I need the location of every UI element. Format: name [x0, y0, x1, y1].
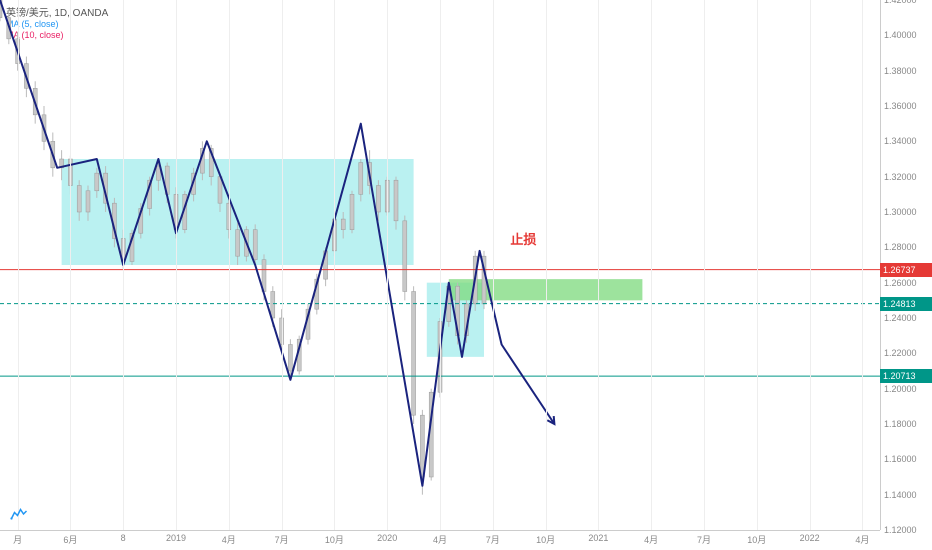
y-axis: 1.120001.140001.160001.180001.200001.220…: [880, 0, 932, 530]
y-tick-label: 1.12000: [880, 525, 932, 535]
x-gridline: [598, 0, 599, 530]
x-gridline: [70, 0, 71, 530]
x-gridline: [282, 0, 283, 530]
x-tick-label: 8: [121, 533, 126, 543]
price-tag: 1.26737: [880, 263, 932, 277]
tv-logo-icon: [10, 508, 28, 522]
y-tick-label: 1.34000: [880, 136, 932, 146]
y-tick-label: 1.38000: [880, 66, 932, 76]
x-tick-label: 10月: [747, 533, 766, 546]
x-tick-label: 10月: [536, 533, 555, 546]
x-tick-label: 6月: [63, 533, 77, 546]
x-gridline: [334, 0, 335, 530]
x-gridline: [123, 0, 124, 530]
x-gridline: [440, 0, 441, 530]
chart-container: 英镑/美元, 1D, OANDA MA (5, close) MA (10, c…: [0, 0, 932, 550]
price-tag: 1.24813: [880, 297, 932, 311]
y-tick-label: 1.26000: [880, 278, 932, 288]
y-tick-label: 1.36000: [880, 101, 932, 111]
y-tick-label: 1.16000: [880, 454, 932, 464]
x-tick-label: 4月: [222, 533, 236, 546]
x-gridline: [176, 0, 177, 530]
plot-area[interactable]: 止损: [0, 0, 880, 530]
x-gridline: [704, 0, 705, 530]
y-tick-label: 1.28000: [880, 242, 932, 252]
y-tick-label: 1.32000: [880, 172, 932, 182]
x-gridline: [229, 0, 230, 530]
y-tick-label: 1.18000: [880, 419, 932, 429]
x-tick-label: 10月: [325, 533, 344, 546]
x-gridline: [810, 0, 811, 530]
price-tag: 1.20713: [880, 369, 932, 383]
y-tick-label: 1.14000: [880, 490, 932, 500]
x-tick-label: 7月: [486, 533, 500, 546]
x-tick-label: 2020: [377, 533, 397, 543]
x-gridline: [18, 0, 19, 530]
x-tick-label: 2021: [588, 533, 608, 543]
y-tick-label: 1.20000: [880, 384, 932, 394]
x-tick-label: 2022: [800, 533, 820, 543]
y-tick-label: 1.40000: [880, 30, 932, 40]
y-tick-label: 1.42000: [880, 0, 932, 5]
x-gridline: [757, 0, 758, 530]
stop-loss-label: 止损: [510, 232, 536, 247]
x-tick-label: 4月: [644, 533, 658, 546]
x-tick-label: 2019: [166, 533, 186, 543]
x-tick-label: 月: [13, 533, 22, 546]
x-tick-label: 7月: [697, 533, 711, 546]
x-gridline: [546, 0, 547, 530]
x-tick-label: 4月: [433, 533, 447, 546]
y-tick-label: 1.22000: [880, 348, 932, 358]
x-tick-label: 7月: [275, 533, 289, 546]
x-gridline: [387, 0, 388, 530]
x-gridline: [651, 0, 652, 530]
x-axis: 月 6月 8 2019 4月 7月 10月 2020 4月 7月 10月 2021 4月 7月 10月 202…: [0, 530, 880, 550]
x-gridline: [493, 0, 494, 530]
x-gridline: [862, 0, 863, 530]
y-tick-label: 1.24000: [880, 313, 932, 323]
y-tick-label: 1.30000: [880, 207, 932, 217]
x-tick-label: 4月: [855, 533, 869, 546]
